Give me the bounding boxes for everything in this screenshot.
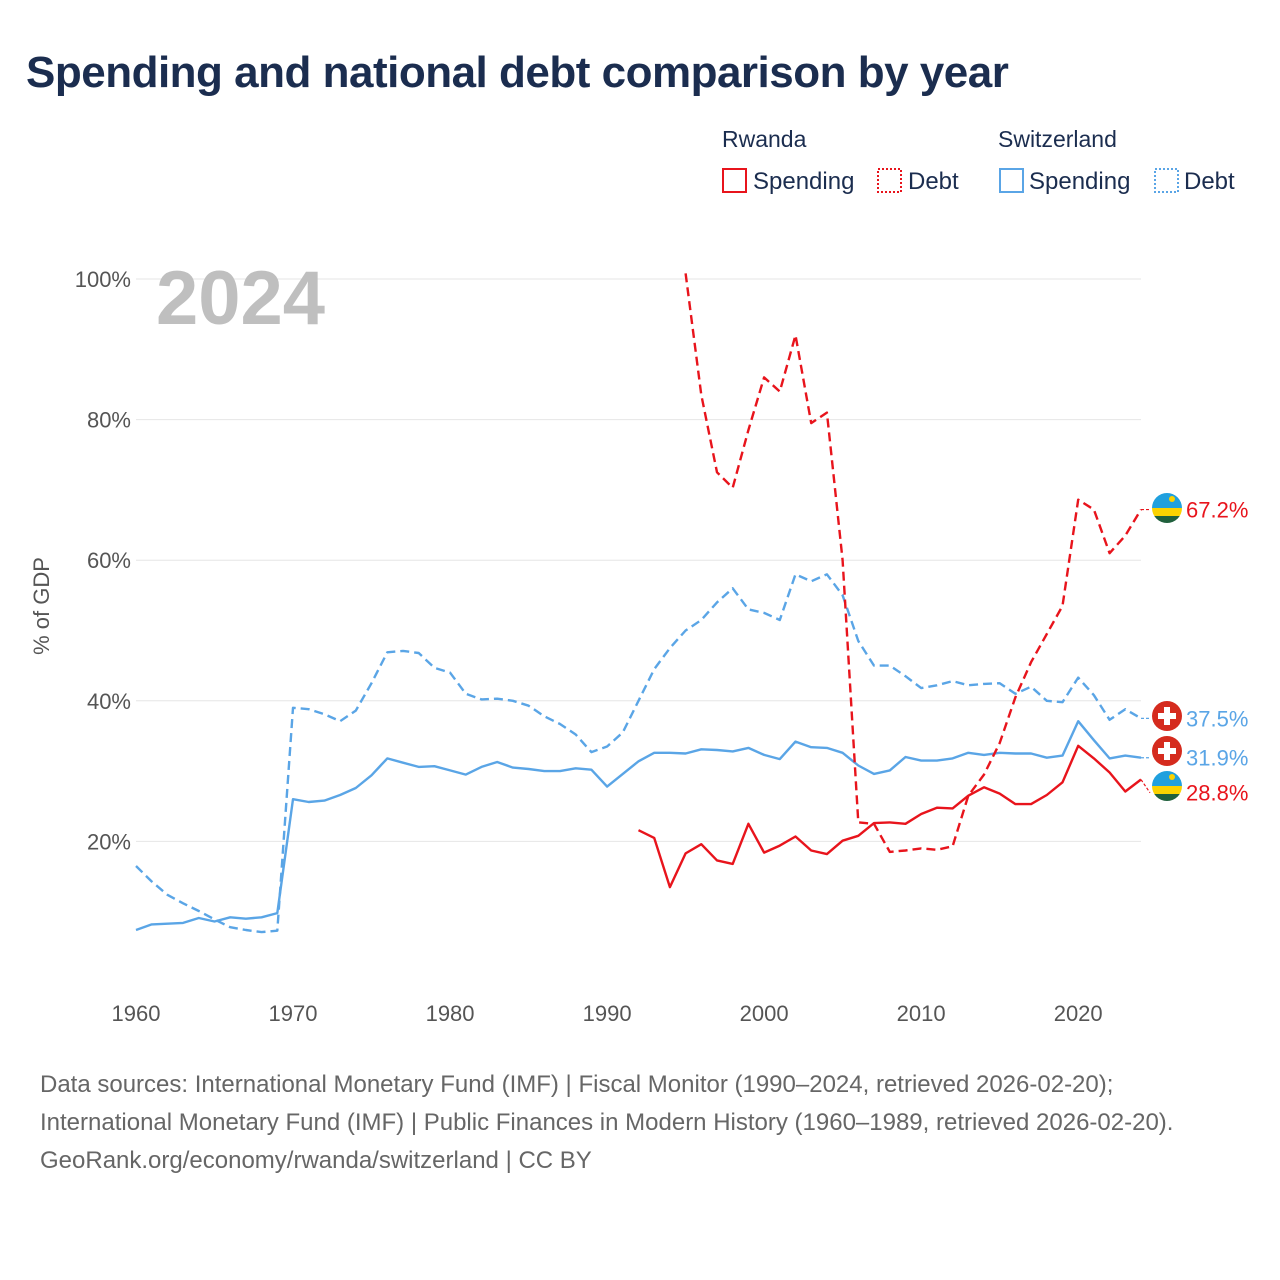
end-label-rwanda-debt: 67.2% bbox=[1186, 498, 1248, 523]
legend: Rwanda Spending Debt Switzerland Spendin… bbox=[722, 126, 1235, 195]
legend-group-switzerland: Switzerland bbox=[998, 126, 1117, 152]
credit-link[interactable]: GeoRank.org/economy/rwanda/switzerland |… bbox=[40, 1147, 592, 1174]
x-axis-ticks: 1960 1970 1980 1990 2000 2010 2020 bbox=[112, 1001, 1103, 1026]
end-labels: 67.2% 37.5% 31.9% 28.8% bbox=[1140, 498, 1248, 806]
y-axis-title: % of GDP bbox=[29, 557, 54, 655]
rwanda-flag-icon bbox=[1152, 493, 1182, 523]
legend-swatch-rwanda-spending bbox=[722, 168, 747, 193]
year-watermark: 2024 bbox=[156, 256, 325, 341]
y-tick-label: 20% bbox=[87, 829, 131, 854]
switzerland-flag-icon bbox=[1152, 701, 1182, 731]
legend-group-rwanda: Rwanda bbox=[722, 126, 807, 152]
end-label-rwanda-spending: 28.8% bbox=[1186, 781, 1248, 806]
legend-swatch-switzerland-spending bbox=[999, 168, 1024, 193]
legend-swatch-rwanda-debt bbox=[877, 168, 902, 193]
y-tick-label: 60% bbox=[87, 548, 131, 573]
series-lines bbox=[135, 273, 1143, 934]
end-label-connector bbox=[1140, 779, 1151, 794]
y-tick-label: 100% bbox=[75, 267, 131, 292]
end-label-switzerland-debt: 37.5% bbox=[1186, 706, 1248, 731]
x-tick-label: 1970 bbox=[269, 1001, 318, 1026]
x-tick-label: 2000 bbox=[740, 1001, 789, 1026]
legend-label-switzerland-spending[interactable]: Spending bbox=[1029, 168, 1130, 195]
legend-label-rwanda-debt[interactable]: Debt bbox=[908, 168, 959, 195]
y-axis-ticks: 20% 40% 60% 80% 100% bbox=[75, 267, 131, 854]
legend-swatch-switzerland-debt bbox=[1154, 168, 1179, 193]
x-tick-label: 2010 bbox=[897, 1001, 946, 1026]
gridlines bbox=[136, 278, 1141, 842]
series-line-rwanda-debt[interactable] bbox=[684, 273, 1143, 854]
chart-title: Spending and national debt comparison by… bbox=[26, 48, 1009, 97]
x-tick-label: 2020 bbox=[1054, 1001, 1103, 1026]
x-tick-label: 1960 bbox=[112, 1001, 161, 1026]
switzerland-flag-icon bbox=[1152, 736, 1182, 766]
y-tick-label: 40% bbox=[87, 689, 131, 714]
rwanda-flag-icon bbox=[1152, 771, 1182, 801]
series-line-switzerland-spending[interactable] bbox=[135, 720, 1142, 932]
legend-label-switzerland-debt[interactable]: Debt bbox=[1184, 168, 1235, 195]
series-line-rwanda-spending[interactable] bbox=[637, 744, 1142, 889]
series-line-switzerland-debt[interactable] bbox=[135, 573, 1142, 934]
data-sources: Data sources: International Monetary Fun… bbox=[40, 1071, 1174, 1136]
legend-label-rwanda-spending[interactable]: Spending bbox=[753, 168, 854, 195]
y-tick-label: 80% bbox=[87, 408, 131, 433]
x-tick-label: 1990 bbox=[583, 1001, 632, 1026]
end-label-switzerland-spending: 31.9% bbox=[1186, 746, 1248, 771]
x-tick-label: 1980 bbox=[426, 1001, 475, 1026]
chart-area: Rwanda Spending Debt Switzerland Spendin… bbox=[29, 126, 1248, 1026]
footer: Data sources: International Monetary Fun… bbox=[40, 1066, 1240, 1180]
